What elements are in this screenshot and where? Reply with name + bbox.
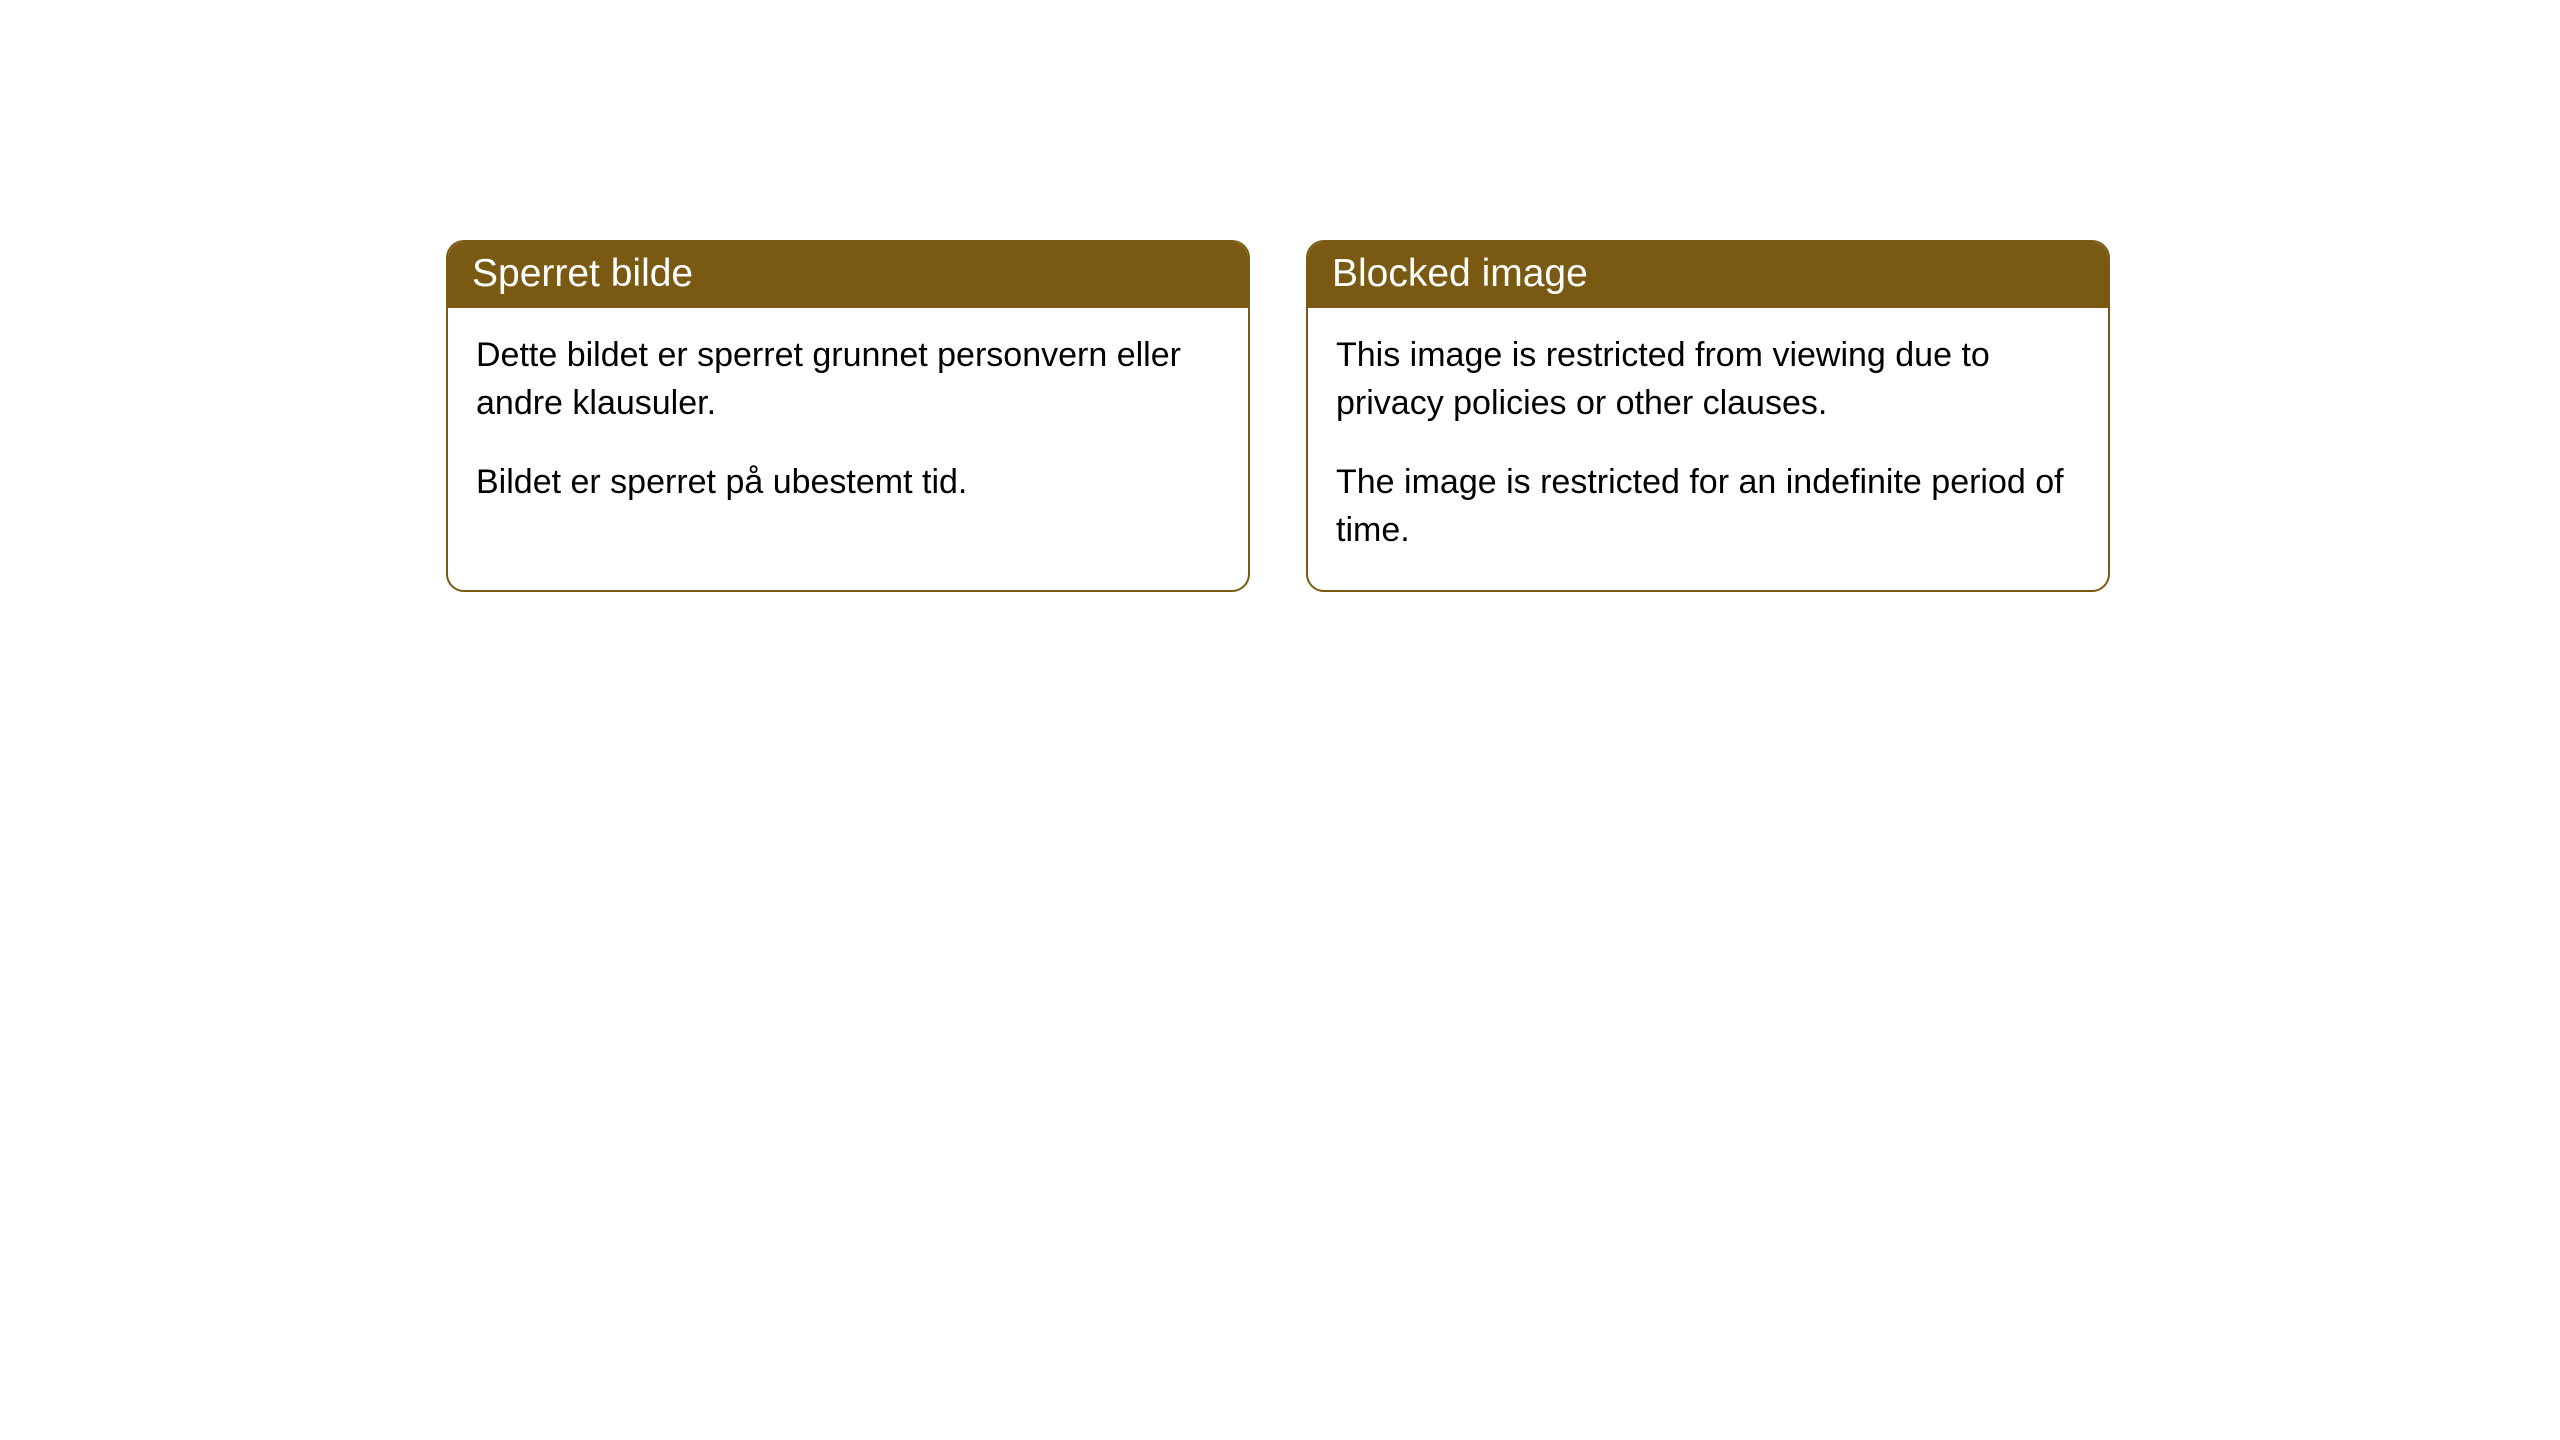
card-title: Sperret bilde <box>472 252 693 295</box>
blocked-image-card-norwegian: Sperret bilde Dette bildet er sperret gr… <box>446 240 1250 592</box>
notice-cards-container: Sperret bilde Dette bildet er sperret gr… <box>0 0 2560 592</box>
card-paragraph: Dette bildet er sperret grunnet personve… <box>476 332 1220 427</box>
card-paragraph: This image is restricted from viewing du… <box>1336 332 2080 427</box>
blocked-image-card-english: Blocked image This image is restricted f… <box>1306 240 2110 592</box>
card-body: Dette bildet er sperret grunnet personve… <box>448 308 1248 543</box>
card-header: Blocked image <box>1308 242 2108 308</box>
card-paragraph: Bildet er sperret på ubestemt tid. <box>476 459 1220 507</box>
card-title: Blocked image <box>1332 252 1588 295</box>
card-header: Sperret bilde <box>448 242 1248 308</box>
card-body: This image is restricted from viewing du… <box>1308 308 2108 590</box>
card-paragraph: The image is restricted for an indefinit… <box>1336 459 2080 554</box>
